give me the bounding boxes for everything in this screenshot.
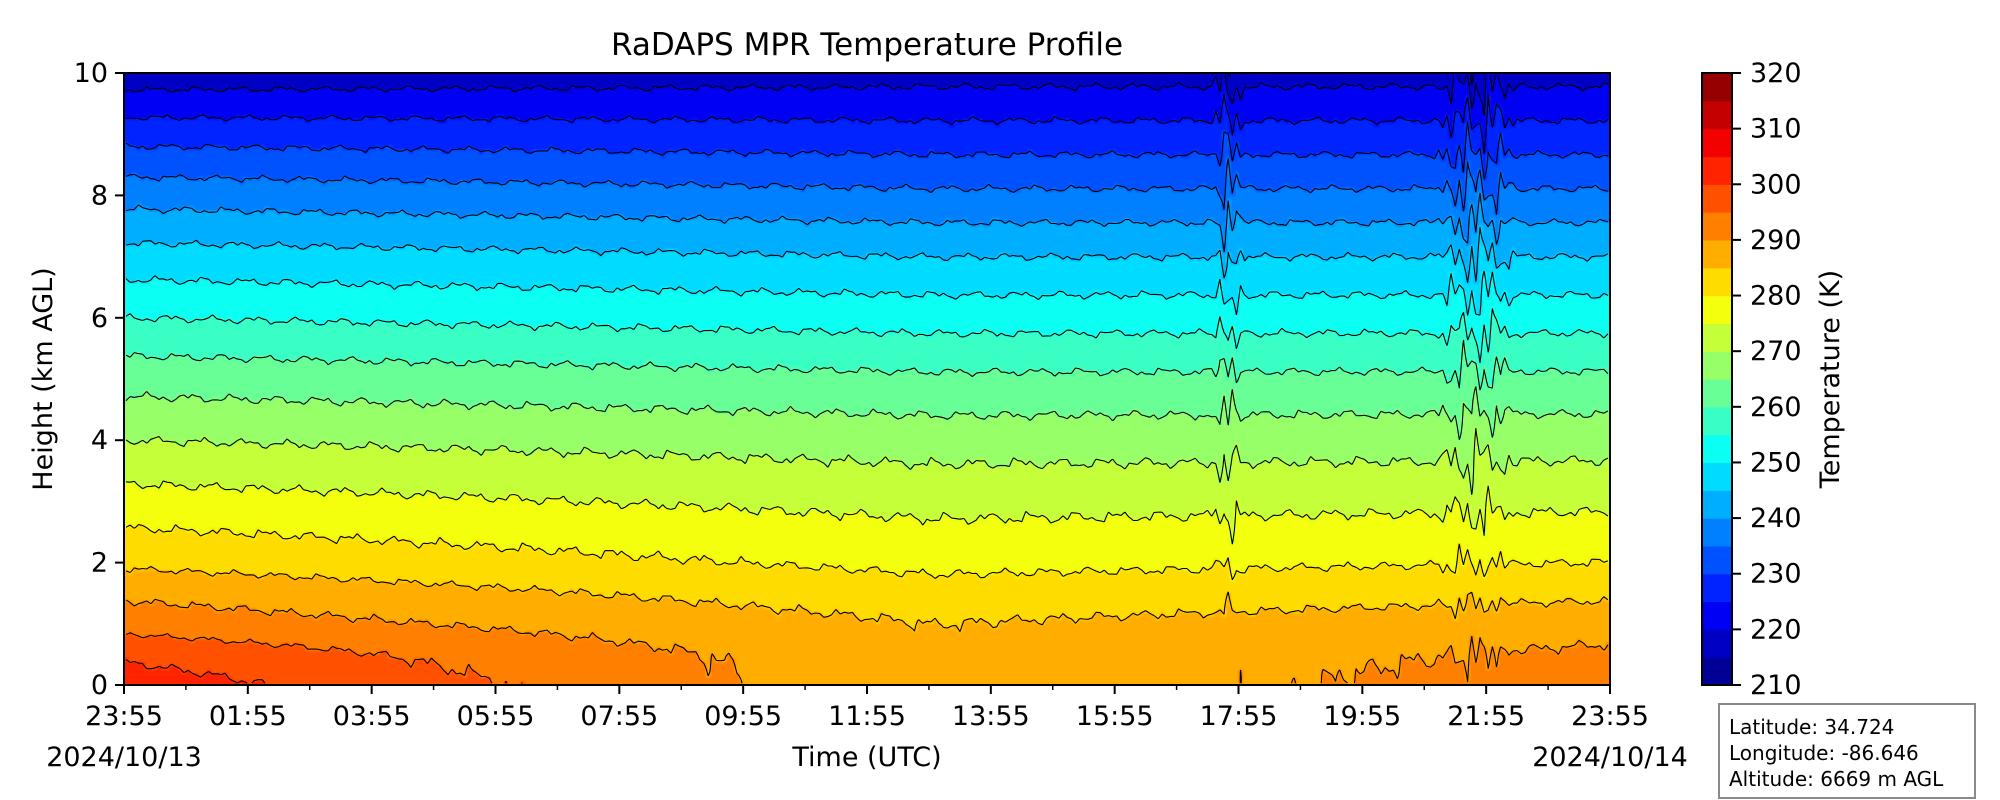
contour-line	[125, 121, 1608, 180]
colorbar-band	[1702, 379, 1732, 408]
colorbar-band	[1702, 295, 1732, 324]
contour-line	[125, 566, 1609, 632]
x-tick-label: 23:55	[1571, 701, 1649, 732]
colorbar-band	[1702, 601, 1732, 630]
contour-line	[125, 270, 1609, 316]
colorbar-band	[1702, 629, 1732, 658]
x-tick-label: 03:55	[333, 701, 411, 732]
colorbar-band	[1702, 462, 1732, 491]
contour-line	[125, 339, 1609, 391]
colorbar-tick-label: 280	[1750, 281, 1802, 312]
colorbar-band	[1702, 156, 1732, 185]
colorbar-band	[1702, 100, 1732, 130]
chart-title: RaDAPS MPR Temperature Profile	[611, 27, 1123, 63]
contour-line	[125, 308, 1609, 363]
contour-line	[126, 480, 1609, 545]
colorbar-tick-label: 320	[1750, 58, 1802, 89]
altitude-text: Altitude: 6669 m AGL	[1729, 767, 1944, 791]
y-axis-label: Height (km AGL)	[28, 267, 59, 490]
x-tick-label: 01:55	[209, 701, 287, 732]
colorbar-band	[1702, 184, 1732, 213]
colorbar-band	[1702, 657, 1732, 686]
x-tick-label: 17:55	[1200, 701, 1278, 732]
colorbar-tick-label: 220	[1750, 614, 1802, 645]
colorbar-band	[1702, 406, 1732, 436]
contour-line	[125, 598, 1609, 684]
colorbar-band	[1702, 128, 1732, 158]
colorbar-tick-label: 250	[1750, 447, 1802, 478]
contour-line	[125, 192, 1609, 253]
colorbar-tick-label: 260	[1750, 392, 1802, 423]
contour-line	[125, 659, 266, 684]
colorbar-tick-label: 300	[1750, 169, 1802, 200]
x-tick-label: 13:55	[952, 701, 1030, 732]
colorbar-band	[1702, 73, 1732, 102]
colorbar-band	[1702, 573, 1732, 603]
colorbar-band	[1702, 518, 1732, 547]
colorbar-tick-label: 290	[1750, 225, 1802, 256]
x-start-date: 2024/10/13	[46, 742, 202, 773]
x-tick-label: 15:55	[1076, 701, 1154, 732]
contour-line	[125, 74, 1609, 116]
y-tick-label: 0	[91, 670, 108, 701]
x-axis: 23:55 01:55 03:55 05:55 07:55 09:55 11:55 13:55…	[85, 685, 1649, 732]
y-tick-label: 6	[91, 303, 108, 334]
colorbar-band	[1702, 490, 1732, 519]
colorbar-band	[1702, 239, 1732, 269]
latitude-text: Latitude: 34.724	[1729, 715, 1895, 739]
contour-line	[1227, 74, 1474, 86]
y-axis: 0 2 4 6 8 10	[74, 58, 124, 701]
contour-line	[125, 428, 1609, 495]
contour-line	[125, 524, 1609, 581]
temperature-field	[124, 73, 1610, 685]
contour-lines	[125, 74, 1609, 684]
x-tick-label: 05:55	[457, 701, 535, 732]
x-tick-label: 11:55	[828, 701, 906, 732]
contour-line	[125, 632, 523, 684]
colorbar-band	[1702, 351, 1732, 380]
longitude-text: Longitude: -86.646	[1729, 741, 1919, 765]
y-tick-label: 8	[91, 180, 108, 211]
colorbar-tick-label: 230	[1750, 559, 1802, 590]
contour-line	[126, 93, 1609, 155]
x-tick-label: 19:55	[1323, 701, 1401, 732]
x-tick-label: 07:55	[580, 701, 658, 732]
colorbar	[1702, 73, 1732, 686]
x-axis-label: Time (UTC)	[791, 742, 941, 773]
y-tick-label: 10	[74, 58, 108, 89]
contour-line	[125, 386, 1609, 440]
colorbar-band	[1702, 267, 1732, 297]
colorbar-tick-label: 240	[1750, 503, 1802, 534]
colorbar-band	[1702, 545, 1732, 575]
colorbar-label: Temperature (K)	[1815, 270, 1846, 489]
station-info-box: Latitude: 34.724 Longitude: -86.646 Alti…	[1718, 703, 1976, 799]
x-tick-label: 09:55	[704, 701, 782, 732]
plot-area	[124, 73, 1610, 685]
colorbar-ticks: 210 220 230 240 250 260 270 280 290 300 310 320	[1732, 58, 1802, 701]
colorbar-tick-label: 210	[1750, 670, 1802, 701]
y-tick-label: 2	[91, 548, 108, 579]
colorbar-band	[1702, 323, 1732, 352]
contour-line	[125, 227, 1609, 283]
colorbar-band	[1702, 434, 1732, 464]
x-tick-label: 21:55	[1447, 701, 1525, 732]
x-end-date: 2024/10/14	[1532, 742, 1688, 773]
y-tick-label: 4	[91, 425, 108, 456]
colorbar-frame	[1701, 72, 1733, 686]
colorbar-tick-label: 270	[1750, 336, 1802, 367]
colorbar-tick-label: 310	[1750, 114, 1802, 145]
contour-line	[125, 158, 1609, 215]
x-tick-label: 23:55	[85, 701, 163, 732]
colorbar-band	[1702, 212, 1732, 241]
